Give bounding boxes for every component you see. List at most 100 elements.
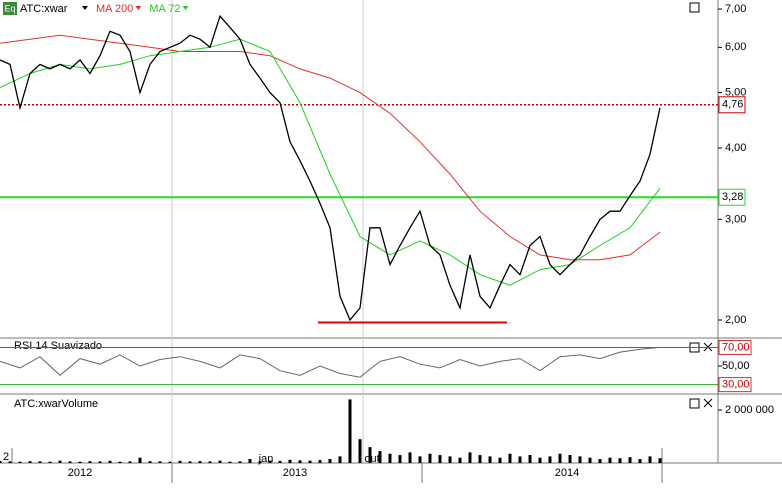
rsi-line [0,346,661,378]
x-label: 2013 [283,467,307,479]
volume-bar [418,456,422,463]
volume-bar [208,461,212,463]
volume-bar [218,460,222,463]
volume-bar [238,461,242,463]
x-label: out [364,453,379,465]
y-tick-label: 4,00 [725,142,746,154]
volume-bar [288,459,292,463]
volume-bar [438,455,442,463]
y-tick-label: 6,00 [725,41,746,53]
volume-bar [128,461,132,463]
volume-bar [618,458,622,463]
level-label: 4,76 [722,99,743,111]
volume-bar [528,455,532,463]
x-label: 2014 [555,467,579,479]
volume-bar [608,457,612,463]
y-tick-label: 2 000 000 [725,404,774,416]
symbol[interactable]: ATC:xwar [20,3,68,15]
volume-bar [368,447,372,463]
volume-bar [558,453,562,463]
volume-bar [18,461,22,463]
volume-bar [98,461,102,463]
volume-bar [388,453,392,463]
volume-bar [358,439,362,463]
volume-bar [78,461,82,463]
volume-bar [518,456,522,463]
volume-bar [68,461,72,463]
volume-bar [118,461,122,463]
volume-bar [338,456,342,463]
volume-bar [488,456,492,463]
volume-bar [328,459,332,463]
volume-bar [88,461,92,463]
volume-bar [348,399,352,463]
volume-bar [648,456,652,463]
volume-bar [598,459,602,463]
legend-entry: MA 72 [149,3,180,15]
volume-bar [268,460,272,463]
dropdown-arrow [135,6,142,10]
badge-text: Eq [4,3,15,13]
volume-bar [538,457,542,463]
volume-bar [228,461,232,463]
volume-bar [138,457,142,463]
maximize-button[interactable] [689,398,700,409]
volume-bar [408,452,412,463]
volume-bar [298,460,302,463]
volume-bar [498,457,502,463]
x-label: 2 [3,451,9,463]
volume-bar [38,461,42,463]
volume-bar [198,461,202,463]
volume-bar [628,457,632,463]
volume-bar [8,461,12,463]
y-tick-label: 50,00 [722,360,750,372]
y-tick-label: 7,00 [725,3,746,15]
volume-bar [278,460,282,463]
close-button[interactable] [703,398,713,408]
volume-bar [148,461,152,463]
price-line [0,14,661,322]
volume-bar [258,461,262,463]
y-tick-label: 30,00 [722,379,750,391]
volume-bar [578,456,582,463]
level-box [718,188,746,206]
ma-line [0,34,661,261]
volume-bar [508,453,512,463]
volume-bar [108,460,112,463]
volume-bar [398,455,402,463]
panel-title: RSI 14 Suavizado [14,340,102,352]
volume-bar [188,461,192,463]
volume-bar [248,459,252,463]
legend-entry: MA 200 [96,3,133,15]
panel-title: ATC:xwarVolume [14,398,98,410]
level-label: 3,28 [722,191,743,203]
maximize-button[interactable] [689,2,700,13]
dropdown-arrow[interactable] [82,6,88,10]
volume-bar [58,460,62,463]
level-box [718,96,746,114]
volume-bar [48,461,52,463]
volume-bar [548,456,552,463]
volume-bar [658,458,662,463]
volume-bar [308,460,312,463]
volume-bar [168,461,172,463]
y-tick-label: 70,00 [722,341,750,353]
volume-bar [28,461,32,463]
ma-line [0,38,661,286]
volume-bar [428,453,432,463]
volume-bar [448,456,452,463]
dropdown-arrow [182,6,189,10]
x-label: 2012 [68,467,92,479]
y-tick-label: 3,00 [725,213,746,225]
volume-bar [588,457,592,463]
level-box [718,339,752,355]
volume-bar [468,452,472,463]
y-tick-label: 5,00 [725,86,746,98]
volume-bar [638,459,642,463]
volume-bar [568,455,572,463]
badge[interactable] [3,2,17,15]
volume-bar [458,457,462,463]
volume-bar [378,451,382,463]
